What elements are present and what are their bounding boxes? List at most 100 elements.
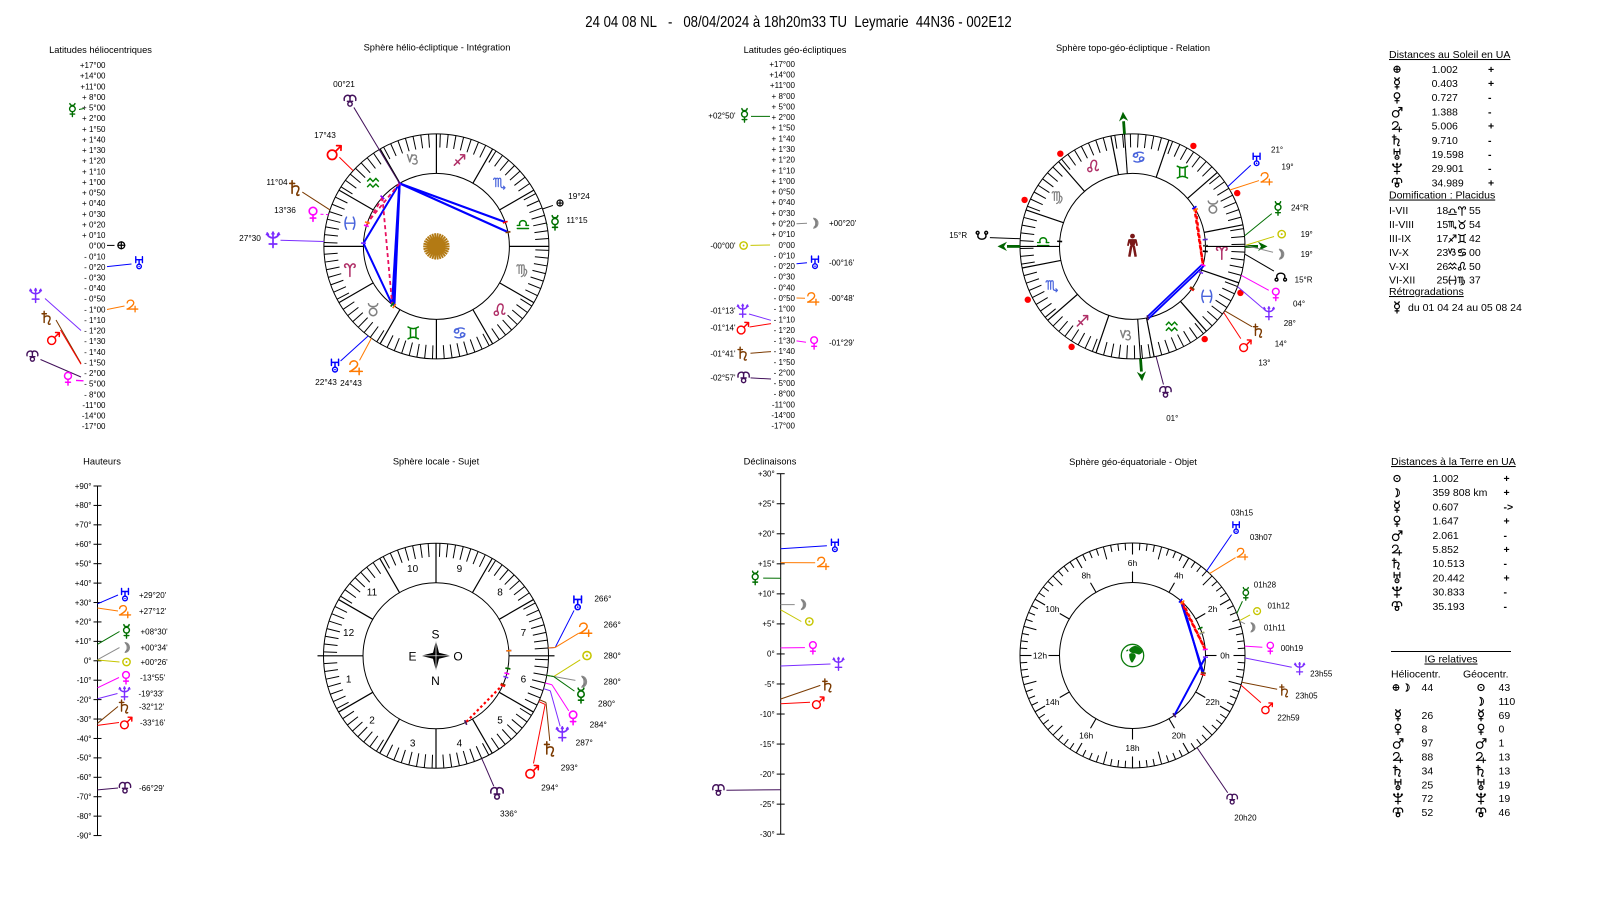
- svg-text:-14°00: -14°00: [82, 412, 106, 421]
- svg-text:-02°57': -02°57': [710, 374, 736, 383]
- svg-text:+ 1°20: + 1°20: [772, 156, 796, 165]
- svg-text:- 0°30: - 0°30: [84, 274, 106, 283]
- svg-text:-19°33': -19°33': [139, 689, 165, 698]
- svg-text:- 1°10: - 1°10: [774, 315, 796, 324]
- svg-text:+14°00: +14°00: [80, 72, 106, 81]
- svg-text:7: 7: [521, 628, 527, 639]
- svg-text:20h20: 20h20: [1234, 814, 1257, 823]
- svg-text:+: +: [1504, 572, 1510, 584]
- svg-text:-: -: [1488, 163, 1492, 175]
- svg-text:V-XI: V-XI: [1389, 261, 1409, 273]
- svg-text:+: +: [1504, 516, 1510, 528]
- svg-text:- 0°50: - 0°50: [84, 295, 106, 304]
- svg-text:- 8°00: - 8°00: [84, 390, 106, 399]
- svg-text:359 808 km: 359 808 km: [1433, 487, 1488, 499]
- svg-text:O: O: [453, 649, 462, 663]
- svg-text:4: 4: [457, 739, 463, 750]
- svg-text:12h: 12h: [1033, 651, 1047, 661]
- svg-text:+ 2°00: + 2°00: [82, 114, 106, 123]
- svg-text:+ 0°20: + 0°20: [772, 220, 796, 229]
- svg-text:+: +: [1488, 177, 1494, 189]
- svg-text:20.442: 20.442: [1433, 572, 1465, 584]
- svg-text:III-IX: III-IX: [1389, 233, 1411, 245]
- svg-text:04°: 04°: [1293, 299, 1305, 308]
- svg-text:24°43: 24°43: [340, 378, 362, 388]
- svg-text:- 2°00: - 2°00: [84, 369, 106, 378]
- svg-text:IG relatives: IG relatives: [1424, 654, 1477, 666]
- svg-text:Distances au Soleil en UA: Distances au Soleil en UA: [1389, 49, 1510, 61]
- svg-text:15°R: 15°R: [1295, 276, 1313, 285]
- svg-text:72: 72: [1422, 793, 1434, 805]
- svg-text:- 0°30: - 0°30: [774, 273, 796, 282]
- svg-text:14h: 14h: [1045, 697, 1059, 707]
- svg-text:E: E: [408, 649, 416, 663]
- svg-text:6h: 6h: [1128, 558, 1138, 568]
- svg-text:- 1°40: - 1°40: [84, 348, 106, 357]
- svg-text:- 0°40: - 0°40: [84, 284, 106, 293]
- svg-text:+ 1°30: + 1°30: [82, 146, 106, 155]
- svg-text:VI-XII: VI-XII: [1389, 275, 1415, 287]
- svg-text:+ 2°00: + 2°00: [772, 113, 796, 122]
- svg-text:280°: 280°: [604, 677, 621, 687]
- svg-text:13°: 13°: [1258, 359, 1270, 368]
- svg-text:-20°: -20°: [77, 695, 92, 704]
- svg-text:Hauteurs: Hauteurs: [83, 457, 121, 467]
- svg-text:+ 1°10: + 1°10: [772, 166, 796, 175]
- svg-text:-13°55': -13°55': [140, 673, 166, 682]
- svg-text:1.388: 1.388: [1432, 106, 1458, 118]
- svg-text:-90°: -90°: [77, 831, 92, 840]
- svg-text:4h: 4h: [1174, 570, 1184, 580]
- svg-text:+10°: +10°: [75, 637, 92, 646]
- svg-text:Géocentr.: Géocentr.: [1463, 669, 1509, 681]
- svg-text:-11°00: -11°00: [772, 400, 796, 409]
- svg-text:03h15: 03h15: [1231, 508, 1254, 517]
- svg-text:- 0°20: - 0°20: [84, 263, 106, 272]
- svg-text:- 0°40: - 0°40: [774, 283, 796, 292]
- svg-text:0.607: 0.607: [1433, 501, 1459, 513]
- svg-text:28°: 28°: [1284, 319, 1296, 328]
- svg-text:+70°: +70°: [75, 521, 92, 530]
- svg-text:-30°: -30°: [77, 715, 92, 724]
- svg-text:+ 0°40: + 0°40: [82, 199, 106, 208]
- svg-text:+ 5°00: + 5°00: [772, 103, 796, 112]
- svg-text:0°00: 0°00: [89, 242, 106, 251]
- svg-text:19: 19: [1499, 779, 1511, 791]
- svg-text:+00°20': +00°20': [829, 219, 857, 228]
- svg-text:-: -: [1488, 149, 1492, 161]
- svg-text:280°: 280°: [598, 699, 615, 709]
- svg-text:+ 0°40: + 0°40: [772, 198, 796, 207]
- svg-text:2h: 2h: [1208, 604, 1218, 614]
- svg-text:13: 13: [1499, 765, 1511, 777]
- svg-text:- 5°00: - 5°00: [774, 379, 796, 388]
- svg-text:S: S: [431, 627, 439, 641]
- svg-text:27°30: 27°30: [239, 233, 261, 243]
- svg-text:Héliocentr.: Héliocentr.: [1391, 669, 1441, 681]
- svg-text:-01°29': -01°29': [829, 339, 855, 348]
- svg-text:22h59: 22h59: [1277, 714, 1300, 723]
- svg-text:- 1°30: - 1°30: [774, 337, 796, 346]
- svg-text:19°: 19°: [1301, 230, 1313, 239]
- svg-text:110: 110: [1499, 696, 1516, 708]
- svg-text:-70°: -70°: [77, 793, 92, 802]
- svg-text:+80°: +80°: [75, 501, 92, 510]
- svg-text:+: +: [1504, 544, 1510, 556]
- svg-text:-17°00: -17°00: [771, 422, 795, 431]
- svg-text:- 0°10: - 0°10: [84, 252, 106, 261]
- svg-text:+17°00: +17°00: [80, 61, 106, 70]
- svg-text:14°: 14°: [1275, 340, 1287, 349]
- svg-text:294°: 294°: [541, 783, 558, 793]
- svg-text:34.989: 34.989: [1432, 177, 1464, 189]
- svg-text:0.403: 0.403: [1432, 78, 1458, 90]
- svg-text:287°: 287°: [576, 737, 593, 747]
- svg-text:19: 19: [1499, 793, 1511, 805]
- svg-text:01h11: 01h11: [1264, 623, 1286, 632]
- svg-text:-: -: [1488, 135, 1492, 147]
- svg-text:-80°: -80°: [77, 812, 92, 821]
- svg-text:18: 18: [1437, 205, 1449, 217]
- svg-text:01h28: 01h28: [1254, 581, 1277, 590]
- svg-text:17: 17: [1437, 233, 1449, 245]
- svg-text:266°: 266°: [594, 594, 611, 604]
- svg-text:0: 0: [1499, 724, 1505, 736]
- svg-text:I-VII: I-VII: [1389, 205, 1408, 217]
- svg-text:- 1°00: - 1°00: [774, 305, 796, 314]
